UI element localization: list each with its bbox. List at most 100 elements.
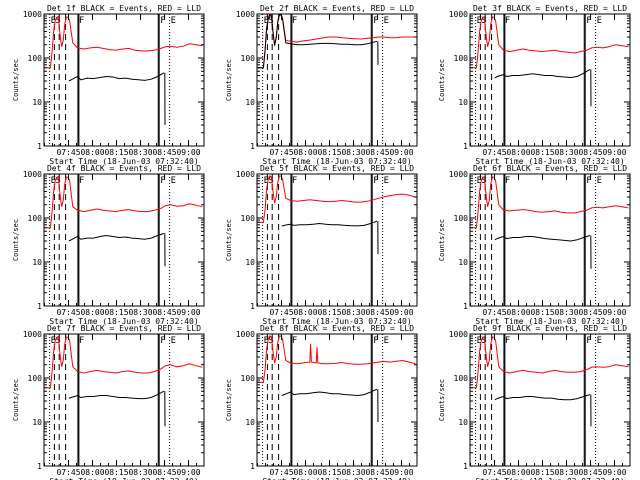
y-tick-label: 1000 — [23, 330, 42, 339]
series-group — [470, 336, 629, 427]
x-tick-label: 08:45 — [152, 468, 176, 477]
events-series-line — [257, 14, 378, 69]
panel-title: Det 7f BLACK = Events, RED = LLD — [47, 324, 201, 333]
series-group — [257, 14, 416, 69]
event-marker-label: F — [292, 176, 297, 186]
panel-title: Det 9f BLACK = Events, RED = LLD — [473, 324, 627, 333]
panel-title: Det 3f BLACK = Events, RED = LLD — [473, 4, 627, 13]
plot-frame — [256, 333, 418, 467]
lld-series-line — [44, 16, 203, 69]
event-marker-label: E — [477, 336, 482, 346]
y-tick-label: 1000 — [449, 10, 468, 19]
x-tick-label: 08:00 — [506, 308, 530, 317]
x-axis-label: Start Time (18-Jun-03 07:32:40) — [262, 477, 411, 480]
event-marker-label: E — [597, 176, 602, 186]
lld-series-line — [470, 16, 629, 69]
x-tick-label: 08:30 — [341, 308, 365, 317]
y-axis-label: Counts/sec — [225, 59, 233, 101]
y-tick-label: 100 — [454, 54, 469, 63]
event-marker-label: E — [264, 336, 269, 346]
x-tick-label: 09:00 — [602, 308, 626, 317]
x-tick-label: 08:00 — [80, 148, 104, 157]
y-tick-label: 100 — [241, 374, 256, 383]
y-tick-label: 10 — [32, 258, 42, 267]
event-marker-label: S — [268, 16, 273, 26]
y-tick-label: 100 — [454, 374, 469, 383]
lld-series-line — [44, 176, 203, 229]
event-marker-label: S — [268, 336, 273, 346]
y-tick-label: 1 — [250, 302, 255, 311]
plot-frame — [43, 333, 205, 467]
y-tick-label: 10 — [32, 98, 42, 107]
x-tick-label: 08:15 — [530, 308, 554, 317]
events-series-line — [68, 72, 165, 82]
y-tick-label: 1 — [463, 142, 468, 151]
panel-title: Det 2f BLACK = Events, RED = LLD — [260, 4, 414, 13]
event-marker-label: F — [586, 16, 591, 26]
x-tick-label: 08:30 — [341, 468, 365, 477]
event-marker-label: F — [160, 176, 165, 186]
x-tick-label: 08:15 — [104, 308, 128, 317]
lld-series-line — [257, 14, 416, 69]
event-marker-label: E — [171, 176, 176, 186]
plot-frame — [469, 333, 631, 467]
x-tick-label: 09:00 — [176, 148, 200, 157]
plot-frame — [256, 173, 418, 307]
x-axis-label: Start Time (18-Jun-03 07:32:40) — [262, 317, 411, 326]
x-tick-label: 07:45 — [269, 308, 293, 317]
x-tick-label: 09:00 — [602, 148, 626, 157]
event-marker-label: F — [373, 16, 378, 26]
y-tick-label: 10 — [458, 98, 468, 107]
event-marker-label: F — [505, 16, 510, 26]
lld-series-line — [470, 336, 629, 389]
x-tick-label: 07:45 — [56, 468, 80, 477]
y-axis-label: Counts/sec — [438, 379, 446, 421]
x-tick-label: 08:00 — [80, 308, 104, 317]
y-tick-label: 1 — [250, 462, 255, 471]
series-group — [257, 175, 416, 255]
x-tick-label: 08:45 — [578, 468, 602, 477]
y-tick-label: 1000 — [23, 170, 42, 179]
y-tick-label: 1000 — [236, 330, 255, 339]
x-tick-label: 07:45 — [269, 148, 293, 157]
series-group — [470, 176, 629, 269]
y-tick-label: 10 — [245, 418, 255, 427]
x-tick-label: 08:30 — [554, 148, 578, 157]
x-tick-label: 07:45 — [269, 468, 293, 477]
events-series-line — [281, 388, 378, 397]
x-axis-label: Start Time (18-Jun-03 07:32:40) — [475, 317, 624, 326]
x-axis-label: Start Time (18-Jun-03 07:32:40) — [49, 157, 198, 166]
event-marker-label: E — [171, 16, 176, 26]
event-marker-label: E — [264, 16, 269, 26]
y-tick-label: 100 — [28, 214, 43, 223]
event-marker-label: F — [79, 16, 84, 26]
y-tick-label: 1 — [37, 142, 42, 151]
y-tick-label: 10 — [32, 418, 42, 427]
y-tick-label: 1 — [463, 462, 468, 471]
event-marker-label: F — [292, 16, 297, 26]
x-axis-label: Start Time (18-Jun-03 07:32:40) — [49, 477, 198, 480]
x-tick-label: 08:15 — [104, 148, 128, 157]
event-marker-label: F — [373, 336, 378, 346]
event-marker-label: F — [79, 176, 84, 186]
series-group — [44, 176, 203, 267]
panel-title: Det 4f BLACK = Events, RED = LLD — [47, 164, 201, 173]
event-marker-label: F — [160, 16, 165, 26]
event-marker-label: S — [481, 336, 486, 346]
y-tick-label: 1 — [250, 142, 255, 151]
event-marker-label: E — [51, 176, 56, 186]
x-axis-label: Start Time (18-Jun-03 07:32:40) — [475, 477, 624, 480]
y-tick-label: 1 — [463, 302, 468, 311]
x-tick-label: 08:00 — [293, 468, 317, 477]
plot-frame — [43, 13, 205, 147]
y-axis-label: Counts/sec — [225, 379, 233, 421]
series-group — [44, 336, 203, 427]
lld-series-line — [257, 335, 416, 383]
event-marker-label: E — [384, 16, 389, 26]
events-series-line — [494, 68, 591, 79]
